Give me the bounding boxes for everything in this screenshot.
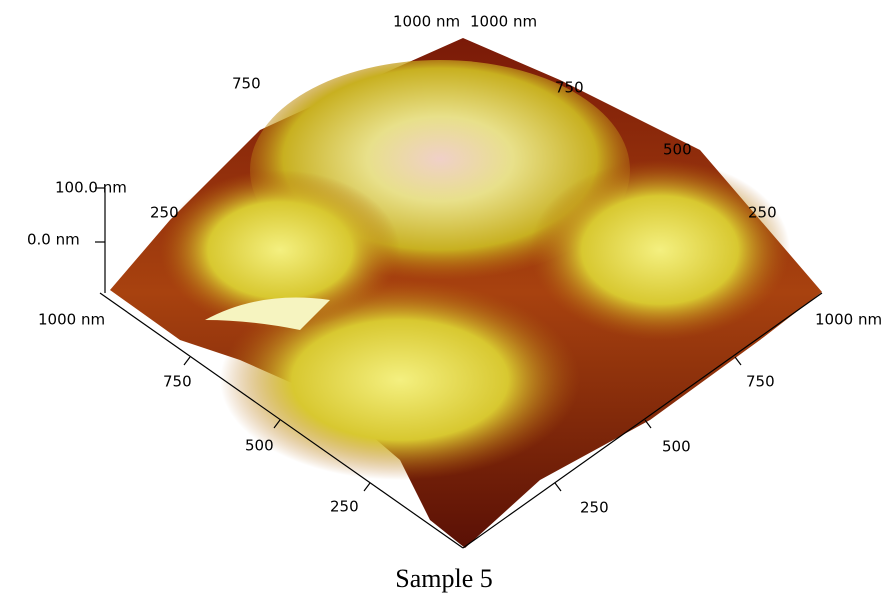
tick: 500 <box>245 437 274 455</box>
tick: 500 <box>663 141 692 159</box>
tick: 250 <box>580 499 609 517</box>
axes <box>95 187 823 549</box>
tick: 750 <box>746 373 775 391</box>
tick: 1000 nm <box>38 311 105 329</box>
surface <box>110 38 822 548</box>
tick: 1000 nm <box>470 13 537 31</box>
tick: 750 <box>555 79 584 97</box>
tick: 250 <box>748 204 777 222</box>
tick: 750 <box>163 373 192 391</box>
tick: 500 <box>662 438 691 456</box>
z-tick: 0.0 nm <box>27 231 80 249</box>
z-tick: 100.0 nm <box>55 179 127 197</box>
tick: 1000 nm <box>815 311 882 329</box>
tick: 750 <box>232 75 261 93</box>
tick: 250 <box>330 498 359 516</box>
tick: 250 <box>150 204 179 222</box>
tick: 1000 nm <box>393 13 460 31</box>
caption: Sample 5 <box>395 564 493 593</box>
